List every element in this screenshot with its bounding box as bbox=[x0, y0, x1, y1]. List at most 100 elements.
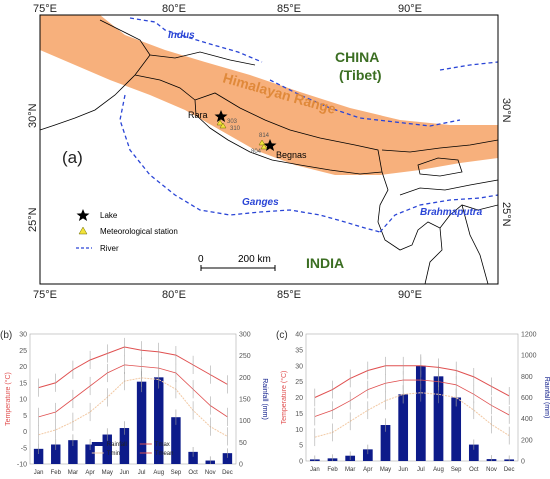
panel-a-label: (a) bbox=[62, 148, 83, 167]
station-303-marker bbox=[216, 119, 224, 126]
tmean-line bbox=[314, 379, 510, 417]
left-tick-label: 30 bbox=[295, 363, 303, 370]
legend-tmean-label: Tmean bbox=[155, 451, 174, 457]
left-tick-label: 10 bbox=[19, 397, 27, 404]
right-tick-label: 600 bbox=[521, 395, 533, 402]
month-tick-label: Jan bbox=[310, 467, 320, 473]
rainfall-bar bbox=[222, 453, 233, 464]
station-804-label: 804 bbox=[251, 149, 262, 155]
rainfall-bar bbox=[398, 394, 409, 461]
rainfall-bar bbox=[136, 381, 147, 464]
tibet-river bbox=[269, 79, 461, 127]
right-tick-label: 1200 bbox=[521, 332, 537, 339]
map-panel: 75°E 80°E 85°E 90°E 75°E 80°E 85°E 90°E … bbox=[27, 3, 512, 301]
left-tick-label: 40 bbox=[295, 332, 303, 339]
left-tick-label: 35 bbox=[295, 347, 303, 354]
month-tick-label: Oct bbox=[469, 467, 479, 473]
legend-station-label: Meteorological station bbox=[100, 227, 178, 236]
month-tick-label: Mar bbox=[345, 467, 355, 473]
india-label: INDIA bbox=[306, 255, 344, 271]
begnas-lake-star bbox=[263, 139, 277, 151]
right-tick-label: 0 bbox=[239, 462, 243, 469]
month-tick-label: Feb bbox=[327, 467, 338, 473]
legend-rainfall-swatch bbox=[91, 442, 104, 446]
rainfall-bar bbox=[415, 365, 426, 461]
rainfall-bar bbox=[33, 448, 44, 464]
scalebar-zero-label: 0 bbox=[198, 254, 204, 265]
legend-station-triangle-icon bbox=[78, 226, 88, 235]
left-tick-label: 10 bbox=[295, 427, 303, 434]
month-tick-label: Aug bbox=[433, 467, 444, 473]
right-tick-label: 250 bbox=[239, 353, 251, 360]
rainfall-bar bbox=[68, 440, 78, 464]
rainfall-bar bbox=[102, 434, 112, 464]
month-tick-label: Jun bbox=[120, 470, 130, 476]
left-tick-label: -10 bbox=[17, 462, 27, 469]
lon-tick-top-85: 85°E bbox=[277, 3, 301, 15]
station-814-marker bbox=[258, 139, 266, 146]
month-tick-label: Oct bbox=[188, 470, 198, 476]
left-tick-label: 15 bbox=[295, 411, 303, 418]
northeast-india-border bbox=[377, 171, 443, 285]
right-tick-label: 200 bbox=[521, 437, 533, 444]
map-legend: Lake Meteorological station River bbox=[76, 209, 178, 253]
tmax-line bbox=[38, 346, 228, 389]
left-tick-label: -5 bbox=[21, 445, 27, 452]
month-tick-label: Sep bbox=[171, 470, 182, 476]
legend-tmin-label: Tmin bbox=[107, 451, 120, 457]
rainfall-bar bbox=[380, 425, 391, 461]
bhutan-border bbox=[417, 157, 463, 177]
myanmar-border bbox=[461, 204, 489, 285]
lon-tick-bottom-85: 85°E bbox=[277, 289, 301, 301]
right-tick-label: 800 bbox=[521, 374, 533, 381]
china-boundary-east bbox=[381, 139, 499, 153]
month-tick-label: May bbox=[102, 470, 113, 476]
lon-tick-top-80: 80°E bbox=[162, 3, 186, 15]
tmin-line bbox=[314, 392, 510, 438]
lon-tick-bottom-90: 90°E bbox=[398, 289, 422, 301]
month-tick-label: Jul bbox=[417, 467, 425, 473]
rainfall-bar bbox=[451, 397, 462, 461]
right-tick-label: 300 bbox=[239, 332, 251, 339]
month-tick-label: Jun bbox=[398, 467, 408, 473]
lon-tick-top-90: 90°E bbox=[398, 3, 422, 15]
india-border-west bbox=[39, 19, 151, 131]
left-tick-label: 15 bbox=[19, 380, 27, 387]
china-north-border bbox=[149, 51, 256, 66]
left-tick-label: 30 bbox=[19, 332, 27, 339]
rainfall-bar bbox=[51, 444, 61, 464]
tmin-line bbox=[38, 377, 228, 437]
right-axis-title: Rainfall (mm) bbox=[261, 378, 268, 420]
ganges-river bbox=[119, 94, 381, 233]
month-tick-label: Mar bbox=[68, 470, 78, 476]
left-tick-label: 0 bbox=[299, 459, 303, 466]
right-tick-label: 150 bbox=[239, 397, 251, 404]
map-content bbox=[39, 15, 499, 285]
left-axis-title: Temperature (°C) bbox=[280, 371, 288, 425]
month-tick-label: Aug bbox=[153, 470, 164, 476]
month-tick-label: Nov bbox=[205, 470, 216, 476]
left-tick-label: 20 bbox=[295, 395, 303, 402]
rainfall-bar bbox=[468, 444, 479, 461]
chart-b: 302520151050-5-10300250200150100500Tempe… bbox=[0, 330, 268, 476]
month-tick-label: Dec bbox=[222, 470, 233, 476]
right-tick-label: 400 bbox=[521, 416, 533, 423]
panel-label: (c) bbox=[276, 330, 288, 341]
right-tick-label: 1000 bbox=[521, 353, 537, 360]
legend-rainfall-label: Rainfall bbox=[107, 442, 127, 448]
left-tick-label: 5 bbox=[23, 413, 27, 420]
china-label: CHINA bbox=[335, 49, 379, 65]
lat-tick-left-30: 30°N bbox=[27, 103, 39, 128]
tmean-line bbox=[38, 364, 228, 418]
tmax-line bbox=[314, 365, 510, 398]
left-tick-label: 0 bbox=[23, 429, 27, 436]
rainfall-bar bbox=[85, 444, 95, 464]
lon-tick-top-75: 75°E bbox=[33, 3, 57, 15]
month-tick-label: May bbox=[380, 467, 391, 473]
brahmaputra-label: Brahmaputra bbox=[420, 207, 483, 218]
scalebar: 0 200 km bbox=[198, 254, 276, 271]
tibet-label: (Tibet) bbox=[339, 67, 382, 83]
lat-tick-right-30: 30°N bbox=[500, 98, 512, 123]
rainfall-bar bbox=[154, 377, 164, 464]
legend-lake-label: Lake bbox=[100, 211, 118, 220]
